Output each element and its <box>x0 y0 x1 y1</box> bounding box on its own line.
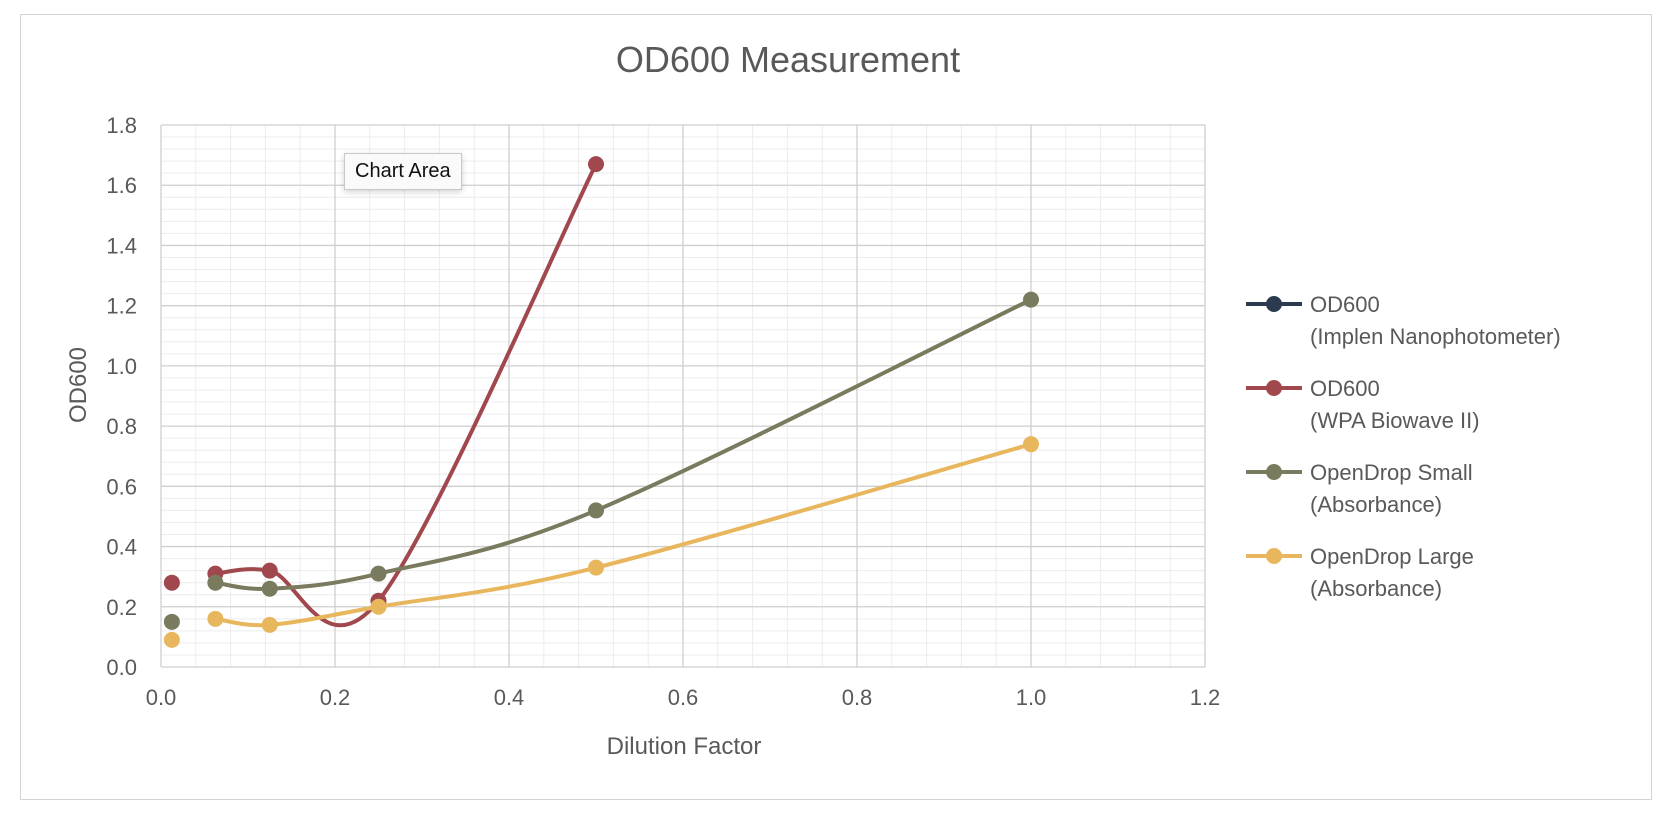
data-point[interactable] <box>370 565 387 582</box>
chart-title: OD600 Measurement <box>616 39 960 80</box>
legend-marker <box>1266 380 1282 396</box>
legend-sublabel: (WPA Biowave II) <box>1310 408 1480 433</box>
legend-label: OD600 <box>1310 292 1380 317</box>
legend-sublabel: (Absorbance) <box>1310 576 1442 601</box>
legend-marker <box>1266 464 1282 480</box>
x-tick-label: 0.2 <box>320 685 351 710</box>
legend-marker <box>1266 296 1282 312</box>
series-line[interactable] <box>213 297 1033 591</box>
legend-marker <box>1266 548 1282 564</box>
x-tick-label: 0.6 <box>668 685 699 710</box>
y-tick-label: 0.4 <box>106 535 137 560</box>
y-tick-label: 0.0 <box>106 655 137 680</box>
x-tick-label: 1.0 <box>1016 685 1047 710</box>
chart-area[interactable] <box>20 14 1652 800</box>
data-point[interactable] <box>207 574 224 591</box>
legend-sublabel: (Implen Nanophotometer) <box>1310 324 1561 349</box>
y-tick-label: 0.2 <box>106 595 137 620</box>
data-point[interactable] <box>588 502 604 519</box>
x-axis-title: Dilution Factor <box>607 733 762 760</box>
x-tick-label: 0.0 <box>146 685 177 710</box>
data-point[interactable] <box>1023 291 1039 308</box>
data-point[interactable] <box>1023 436 1039 453</box>
chart-area-tooltip: Chart Area <box>344 153 462 190</box>
y-tick-label: 0.6 <box>106 474 137 499</box>
data-point[interactable] <box>207 610 224 627</box>
data-point[interactable] <box>163 574 180 591</box>
data-point[interactable] <box>261 562 278 579</box>
data-point[interactable] <box>370 598 387 615</box>
legend-sublabel: (Absorbance) <box>1310 492 1442 517</box>
data-point[interactable] <box>163 631 180 648</box>
y-tick-label: 1.2 <box>106 294 137 319</box>
x-tick-label: 1.2 <box>1190 685 1221 710</box>
y-tick-label: 1.8 <box>106 113 137 138</box>
y-tick-label: 1.4 <box>106 233 137 258</box>
legend-label: OD600 <box>1310 376 1380 401</box>
y-tick-label: 1.0 <box>106 354 137 379</box>
x-tick-label: 0.4 <box>494 685 525 710</box>
legend-label: OpenDrop Large <box>1310 544 1474 569</box>
data-point[interactable] <box>261 580 278 597</box>
data-point[interactable] <box>588 559 604 576</box>
y-axis-title: OD600 <box>65 347 92 423</box>
x-tick-label: 0.8 <box>842 685 873 710</box>
data-point[interactable] <box>261 616 278 633</box>
data-point[interactable] <box>163 613 180 630</box>
data-point[interactable] <box>588 156 604 173</box>
y-tick-label: 1.6 <box>106 173 137 198</box>
legend-label: OpenDrop Small <box>1310 460 1473 485</box>
y-tick-label: 0.8 <box>106 414 137 439</box>
